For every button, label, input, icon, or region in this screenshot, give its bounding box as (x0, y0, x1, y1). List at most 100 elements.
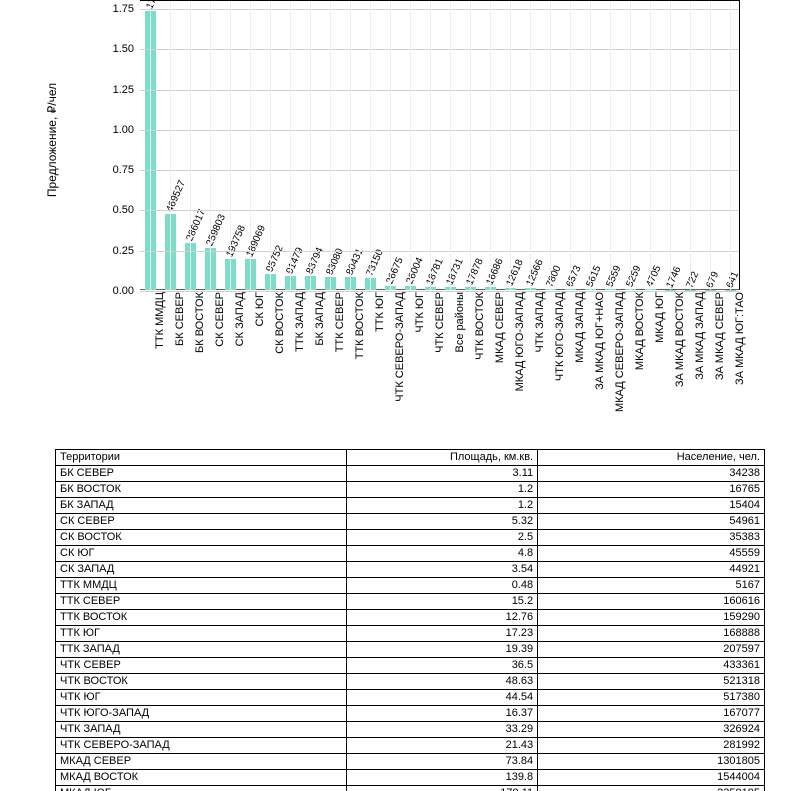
cell-area: 73.84 (346, 754, 537, 770)
page-root: Предложение, ₽/чел 173446952728601725980… (0, 0, 790, 791)
table-col-area: Площадь, км.кв. (346, 450, 537, 466)
chart: 1734469527286017259803193758189069957529… (80, 0, 740, 290)
cell-territory: БК ЗАПАД (56, 498, 347, 514)
chart-vgridline (450, 1, 451, 290)
chart-xlabel: ЗА МКАД ЗАПАД (694, 292, 706, 380)
cell-territory: ЧТК СЕВЕР (56, 658, 347, 674)
table-row: ЧТК ЗАПАД33.29326924 (56, 722, 765, 738)
chart-bar-value: 6573 (564, 264, 583, 289)
chart-ytick-label: 0.00 (113, 285, 140, 297)
chart-xlabel: МКАД ЮГ (654, 292, 666, 343)
chart-bar-value: 17878 (464, 257, 485, 287)
cell-area: 179.11 (346, 786, 537, 791)
table-row: СК СЕВЕР5.3254961 (56, 514, 765, 530)
chart-xlabel: БК СЕВЕР (174, 292, 186, 346)
table-row: МКАД ЮГ179.112358195 (56, 786, 765, 791)
chart-vgridline (570, 1, 571, 290)
chart-bar-value: 12618 (504, 258, 525, 288)
chart-bar-value: 4705 (644, 264, 663, 289)
chart-bar-value: 26004 (404, 256, 425, 286)
cell-population: 16765 (538, 482, 765, 498)
chart-vgridline (530, 1, 531, 290)
cell-population: 167077 (538, 706, 765, 722)
table-row: ТТК ММДЦ0.485167 (56, 578, 765, 594)
table-row: СК ВОСТОК2.535383 (56, 530, 765, 546)
chart-xlabel: СК ЗАПАД (234, 292, 246, 346)
chart-vgridline (470, 1, 471, 290)
chart-xlabel: СК ЮГ (254, 292, 266, 326)
chart-ytick-label: 0.25 (113, 245, 140, 257)
cell-area: 36.5 (346, 658, 537, 674)
cell-area: 17.23 (346, 626, 537, 642)
chart-vgridline (730, 1, 731, 290)
chart-ytick-label: 1.00 (113, 124, 140, 136)
chart-vgridline (650, 1, 651, 290)
chart-xlabel: Все районы (454, 292, 466, 353)
chart-ytick-label: 0.50 (113, 204, 140, 216)
chart-vgridline (190, 1, 191, 290)
cell-territory: СК СЕВЕР (56, 514, 347, 530)
chart-vgridline (670, 1, 671, 290)
chart-vgridline (290, 1, 291, 290)
cell-population: 160616 (538, 594, 765, 610)
chart-bar-value: 641 (724, 270, 741, 290)
chart-vgridline (270, 1, 271, 290)
cell-territory: ТТК СЕВЕР (56, 594, 347, 610)
chart-vgridline (390, 1, 391, 290)
chart-xlabel: ЗА МКАД ВОСТОК (674, 292, 686, 387)
table-col-population: Население, чел. (538, 450, 765, 466)
chart-vgridline (310, 1, 311, 290)
table-row: ЧТК ЮГ44.54517380 (56, 690, 765, 706)
cell-territory: СК ЮГ (56, 546, 347, 562)
table-row: БК ЗАПАД1.215404 (56, 498, 765, 514)
cell-population: 5167 (538, 578, 765, 594)
cell-area: 44.54 (346, 690, 537, 706)
cell-territory: БК ВОСТОК (56, 482, 347, 498)
chart-bar-value: 95752 (264, 244, 285, 274)
cell-population: 34238 (538, 466, 765, 482)
chart-vgridline (230, 1, 231, 290)
table-row: ЧТК ЮГО-ЗАПАД16.37167077 (56, 706, 765, 722)
cell-population: 45559 (538, 546, 765, 562)
chart-bar-value: 1746 (664, 265, 683, 290)
chart-xlabel: ТТК ЮГ (374, 292, 386, 332)
chart-xlabel: МКАД ЮГО-ЗАПАД (514, 292, 526, 391)
chart-ytick-label: 0.75 (113, 164, 140, 176)
cell-population: 521318 (538, 674, 765, 690)
table-row: ТТК ЗАПАД19.39207597 (56, 642, 765, 658)
cell-area: 0.48 (346, 578, 537, 594)
cell-territory: СК ВОСТОК (56, 530, 347, 546)
cell-population: 35383 (538, 530, 765, 546)
chart-vgridline (630, 1, 631, 290)
chart-xlabel: МКАД ВОСТОК (634, 292, 646, 370)
table-row: СК ЗАПАД3.5444921 (56, 562, 765, 578)
table-row: МКАД СЕВЕР73.841301805 (56, 754, 765, 770)
cell-territory: ТТК ВОСТОК (56, 610, 347, 626)
chart-xlabel: ЧТК СЕВЕР (434, 292, 446, 353)
chart-xlabel: МКАД СЕВЕР (494, 292, 506, 363)
chart-vgridline (590, 1, 591, 290)
chart-bar-value: 16686 (484, 257, 505, 287)
chart-xlabel: БК ЗАПАД (314, 292, 326, 346)
chart-ytick-label: 1.50 (113, 43, 140, 55)
cell-population: 159290 (538, 610, 765, 626)
chart-xlabel: ЧТК ЗАПАД (534, 292, 546, 352)
chart-xlabel: ЧТК ЮГ (414, 292, 426, 333)
table-row: МКАД ВОСТОК139.81544004 (56, 770, 765, 786)
cell-population: 1544004 (538, 770, 765, 786)
cell-territory: ЧТК ЮГО-ЗАПАД (56, 706, 347, 722)
cell-population: 15404 (538, 498, 765, 514)
chart-xlabel: ЧТК ВОСТОК (474, 292, 486, 360)
cell-area: 3.11 (346, 466, 537, 482)
cell-area: 12.76 (346, 610, 537, 626)
cell-area: 2.5 (346, 530, 537, 546)
chart-xlabel: ЗА МКАД ЮГ+НАО (594, 292, 606, 390)
chart-bar-value: 18781 (424, 257, 445, 287)
chart-vgridline (610, 1, 611, 290)
chart-vgridline (350, 1, 351, 290)
chart-vgridline (510, 1, 511, 290)
cell-territory: МКАД СЕВЕР (56, 754, 347, 770)
cell-territory: ЧТК ЗАПАД (56, 722, 347, 738)
cell-territory: МКАД ВОСТОК (56, 770, 347, 786)
chart-bar-value: 18731 (444, 257, 465, 287)
